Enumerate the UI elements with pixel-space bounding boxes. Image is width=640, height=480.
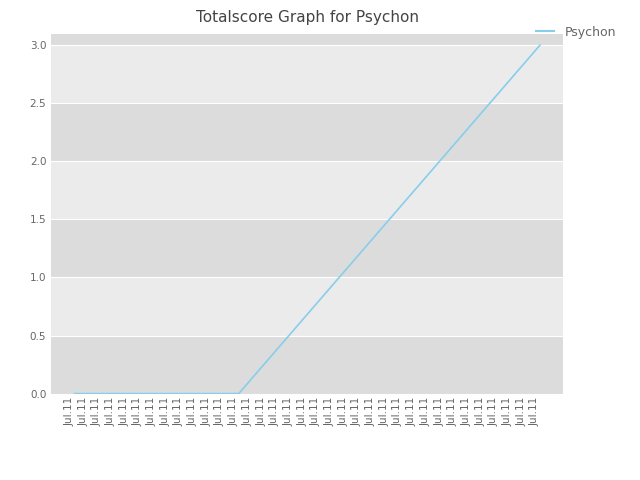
- Psychon: [440, 153, 448, 159]
- Psychon: [413, 185, 420, 191]
- Psychon: [262, 359, 270, 365]
- Psychon: [166, 391, 174, 396]
- Psychon: [522, 58, 530, 64]
- Psychon: [468, 121, 476, 127]
- Psychon: [235, 391, 243, 396]
- Psychon: [385, 216, 393, 222]
- Bar: [51, 45, 563, 103]
- Psychon: [248, 375, 256, 381]
- Psychon: [153, 391, 161, 396]
- Bar: [51, 219, 563, 277]
- Psychon: [125, 391, 133, 396]
- Psychon: [372, 232, 380, 238]
- Bar: [51, 103, 563, 161]
- Psychon: [112, 391, 120, 396]
- Psychon: [358, 248, 366, 254]
- Psychon: [427, 169, 435, 175]
- Psychon: [509, 74, 516, 80]
- Psychon: [536, 42, 544, 48]
- Psychon: [290, 327, 298, 333]
- Bar: [51, 277, 563, 336]
- Psychon: [84, 391, 92, 396]
- Psychon: [194, 391, 202, 396]
- Psychon: [454, 137, 461, 143]
- Psychon: [207, 391, 215, 396]
- Psychon: [303, 312, 311, 317]
- Psychon: [276, 343, 284, 349]
- Psychon: [481, 106, 489, 111]
- Psychon: [317, 296, 324, 301]
- Bar: [51, 161, 563, 219]
- Psychon: [70, 391, 78, 396]
- Psychon: [331, 280, 339, 286]
- Title: Totalscore Graph for Psychon: Totalscore Graph for Psychon: [196, 11, 419, 25]
- Bar: [51, 336, 563, 394]
- Psychon: [180, 391, 188, 396]
- Bar: [51, 34, 563, 45]
- Psychon: [344, 264, 352, 270]
- Psychon: [139, 391, 147, 396]
- Psychon: [98, 391, 106, 396]
- Psychon: [399, 201, 407, 206]
- Legend: Psychon: Psychon: [531, 21, 621, 44]
- Psychon: [495, 90, 502, 96]
- Psychon: [221, 391, 229, 396]
- Line: Psychon: Psychon: [74, 45, 540, 394]
